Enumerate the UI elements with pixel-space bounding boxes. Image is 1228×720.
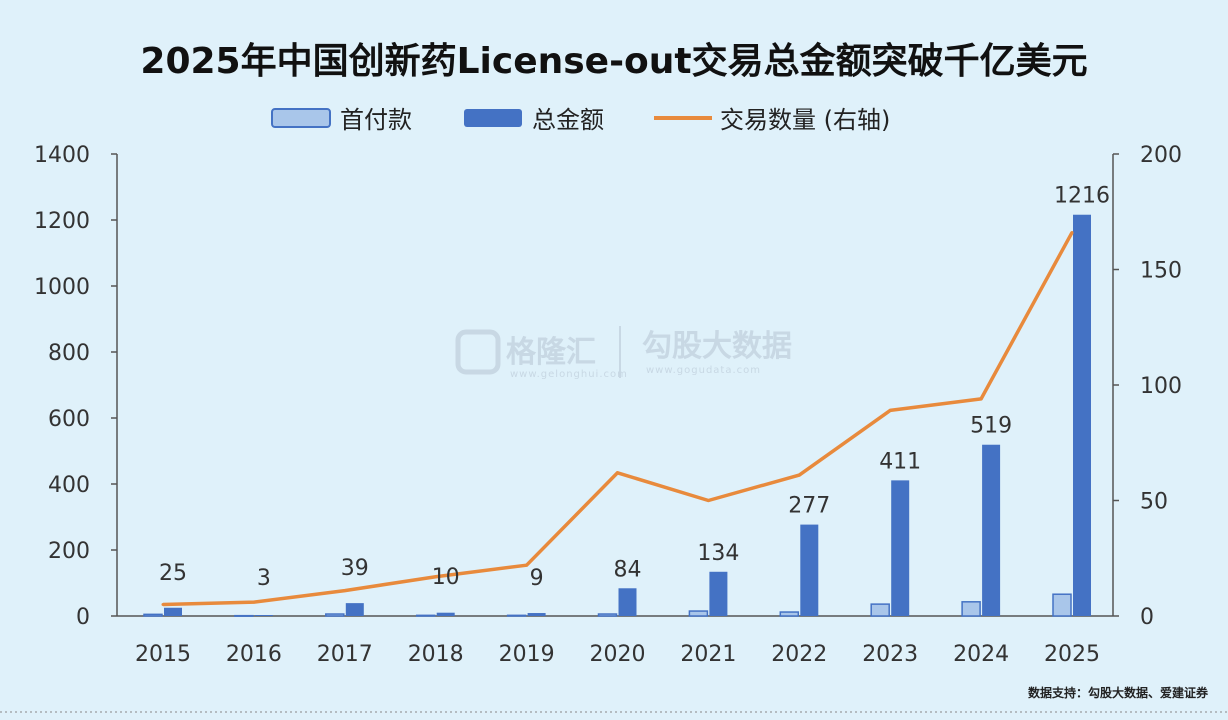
line-point-deal-count xyxy=(979,397,983,401)
legend: 首付款 总金额 交易数量 (右轴) xyxy=(271,106,890,134)
line-point-deal-count xyxy=(1070,231,1074,235)
bar-down-payment xyxy=(1052,593,1072,617)
bar-total-amount xyxy=(982,444,1001,616)
bar-down-payment xyxy=(779,611,800,617)
data-label-total-amount: 9 xyxy=(530,566,544,591)
watermark-brand-1: 格隆汇 xyxy=(506,335,596,370)
x-tick-label: 2023 xyxy=(862,642,918,667)
bar-total-amount xyxy=(436,612,455,616)
data-label-total-amount: 519 xyxy=(970,414,1012,439)
data-label-total-amount: 3 xyxy=(257,566,271,591)
watermark-brand-2: 勾股大数据 xyxy=(642,329,792,364)
data-label-total-amount: 277 xyxy=(788,494,830,519)
line-point-deal-count xyxy=(616,471,619,475)
bars xyxy=(143,214,1091,617)
legend-label-total-amount: 总金额 xyxy=(532,106,604,134)
bar-down-payment xyxy=(597,613,618,617)
watermark-url-2: www.gogudata.com xyxy=(646,365,761,376)
data-label-total-amount: 84 xyxy=(614,557,642,582)
left-tick-label: 1000 xyxy=(34,275,90,300)
left-tick-label: 200 xyxy=(48,539,90,564)
x-tick-label: 2022 xyxy=(771,642,827,667)
bar-total-amount xyxy=(709,571,728,616)
line-point-deal-count xyxy=(706,499,710,502)
source-note: 数据支持：勾股大数据、爱建证券 xyxy=(1028,685,1209,700)
bar-down-payment xyxy=(325,613,345,617)
x-tick-label: 2021 xyxy=(680,642,736,667)
bar-total-amount xyxy=(618,588,637,616)
left-tick-label: 600 xyxy=(48,407,90,432)
data-label-total-amount: 25 xyxy=(159,561,187,586)
right-tick-label: 100 xyxy=(1140,374,1182,399)
chart-title: 2025年中国创新药License-out交易总金额突破千亿美元 xyxy=(140,40,1087,82)
bar-total-amount xyxy=(1073,214,1091,616)
x-tick-label: 2025 xyxy=(1044,642,1100,667)
line-point-deal-count xyxy=(434,575,438,579)
bar-down-payment xyxy=(870,603,890,617)
data-label-total-amount: 10 xyxy=(432,565,460,590)
data-label-total-amount: 39 xyxy=(341,556,369,581)
right-tick-label: 200 xyxy=(1140,143,1182,168)
bar-down-payment xyxy=(688,610,709,617)
right-axis-ticks: 0 50 100 150 200 xyxy=(1113,143,1182,630)
left-tick-label: 0 xyxy=(76,605,90,630)
x-tick-label: 2016 xyxy=(226,642,282,667)
line-point-deal-count xyxy=(252,600,256,604)
watermark: 格隆汇 www.gelonghui.com 勾股大数据 www.gogudata… xyxy=(455,326,792,380)
bar-total-amount xyxy=(254,615,273,616)
right-tick-label: 0 xyxy=(1140,605,1154,630)
data-label-total-amount: 1216 xyxy=(1054,184,1110,209)
line-deal-count xyxy=(162,231,1074,607)
watermark-url-1: www.gelonghui.com xyxy=(510,369,628,380)
left-tick-label: 400 xyxy=(48,473,90,498)
left-tick-label: 800 xyxy=(48,341,90,366)
watermark-logo-icon xyxy=(455,329,501,375)
data-labels: 25 3 39 10 9 84 134 277 411 519 1216 xyxy=(159,184,1110,591)
line-point-deal-count xyxy=(343,589,347,593)
x-tick-label: 2019 xyxy=(499,642,555,667)
data-label-total-amount: 134 xyxy=(697,541,739,566)
bar-total-amount xyxy=(800,524,819,616)
legend-label-deal-count: 交易数量 (右轴) xyxy=(720,106,890,134)
left-tick-label: 1400 xyxy=(34,143,90,168)
x-tick-label: 2020 xyxy=(590,642,646,667)
left-tick-label: 1200 xyxy=(34,209,90,234)
x-tick-label: 2018 xyxy=(408,642,464,667)
bar-down-payment xyxy=(234,614,254,617)
left-axis-ticks: 0 200 400 600 800 1000 1200 1400 xyxy=(34,143,117,630)
bar-down-payment xyxy=(143,613,163,617)
bar-down-payment xyxy=(415,614,436,617)
bar-down-payment xyxy=(961,601,981,617)
bar-total-amount xyxy=(345,603,364,616)
data-label-total-amount: 411 xyxy=(879,449,921,474)
line-point-deal-count xyxy=(797,473,801,477)
bar-total-amount xyxy=(164,607,182,616)
legend-swatch-total-amount xyxy=(464,109,522,127)
bar-total-amount xyxy=(527,613,546,616)
x-tick-label: 2015 xyxy=(135,642,191,667)
bar-down-payment xyxy=(506,614,527,617)
x-tick-label: 2024 xyxy=(953,642,1009,667)
x-axis-ticks: 2015 2016 2017 2018 2019 2020 2021 2022 2023 2024… xyxy=(135,642,1100,667)
legend-swatch-down-payment xyxy=(271,108,331,128)
line-point-deal-count xyxy=(161,602,165,606)
legend-label-down-payment: 首付款 xyxy=(340,106,412,134)
x-tick-label: 2017 xyxy=(317,642,373,667)
bar-total-amount xyxy=(891,480,910,616)
deal-count-line-layer xyxy=(161,231,1074,607)
line-point-deal-count xyxy=(888,408,892,412)
right-tick-label: 150 xyxy=(1140,259,1182,284)
line-point-deal-count xyxy=(525,563,529,567)
right-tick-label: 50 xyxy=(1140,490,1168,515)
